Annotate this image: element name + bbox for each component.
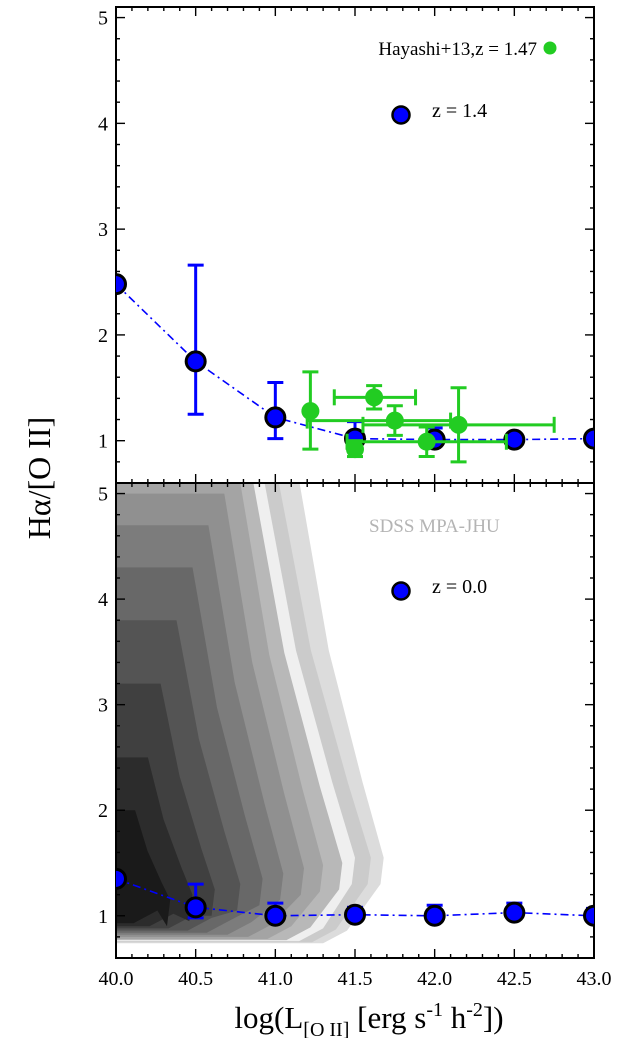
- x-label-superscript2: -2: [466, 999, 483, 1021]
- data-point: [385, 411, 404, 430]
- data-point: [344, 903, 366, 926]
- y-tick-label: 4: [98, 113, 108, 135]
- data-point: [184, 350, 207, 373]
- x-label-superscript1: -1: [426, 999, 443, 1021]
- y-tick-label: 5: [98, 8, 108, 30]
- y-tick-label: 3: [98, 219, 108, 241]
- x-label-prefix: log(L: [234, 1000, 303, 1035]
- series-model: [116, 867, 594, 927]
- data-point: [264, 904, 287, 927]
- x-label-subscript: [O II]: [303, 1019, 349, 1038]
- x-tick-label: 43.0: [577, 968, 612, 990]
- x-tick-label: 40.5: [178, 968, 213, 990]
- x-tick-label: 42.5: [497, 968, 532, 990]
- sdss-density-contours: [116, 483, 384, 944]
- x-tick-label: 42.0: [417, 968, 452, 990]
- data-point: [301, 402, 320, 421]
- data-point: [116, 273, 127, 296]
- y-tick-label: 1: [98, 906, 108, 928]
- contour-level-12: [116, 810, 171, 927]
- y-tick-label: 3: [98, 695, 108, 717]
- y-tick-label: 4: [98, 589, 108, 611]
- data-point: [116, 867, 127, 890]
- legend-marker-model: [391, 581, 411, 601]
- series-hayashi: [301, 370, 556, 464]
- y-tick-label: 2: [98, 325, 108, 347]
- legend-text-model: z = 0.0: [432, 576, 487, 598]
- legend-marker-model: [391, 105, 411, 125]
- x-label-suffix: ]): [483, 1000, 504, 1035]
- data-point: [449, 415, 468, 434]
- panel-frame: [115, 6, 595, 484]
- sdss-label: SDSS MPA-JHU: [369, 516, 500, 537]
- legends: Hayashi+13,z = 1.47 z = 1.4 z = 0.0 SDSS MP…: [369, 39, 557, 601]
- axes: 1 2 3 4 5 1 2 3 4 5 40.0 40.5 41.0 41.5 42.0 42.5 43.0: [98, 6, 612, 990]
- y-tick-label: 1: [98, 431, 108, 453]
- data-series: [116, 263, 594, 927]
- data-point: [264, 406, 287, 429]
- series-model: [116, 263, 594, 451]
- x-label-mid2: h: [443, 1000, 467, 1035]
- data-point: [503, 901, 526, 924]
- data-point: [583, 904, 594, 927]
- y-tick-label: 2: [98, 800, 108, 822]
- data-point: [417, 432, 436, 451]
- y-axis-label: Hα/[O II]: [21, 417, 57, 540]
- x-tick-label: 41.0: [258, 968, 293, 990]
- data-point: [365, 388, 384, 407]
- legend-text-model: z = 1.4: [432, 100, 487, 122]
- data-point: [184, 896, 207, 919]
- y-tick-label: 5: [98, 484, 108, 506]
- x-tick-label: 41.5: [338, 968, 373, 990]
- x-tick-label: 40.0: [99, 968, 134, 990]
- legend-marker-hayashi: [543, 41, 557, 55]
- data-point: [346, 440, 364, 459]
- data-point: [503, 428, 526, 451]
- x-label-mid1: [erg s: [349, 1000, 426, 1035]
- contour-group: [116, 483, 384, 944]
- legend-text-hayashi: Hayashi+13,z = 1.47: [378, 39, 537, 60]
- x-axis-label: log(L[O II] [erg s-1 h-2]): [234, 999, 503, 1038]
- data-point: [583, 427, 594, 450]
- data-point: [423, 904, 446, 927]
